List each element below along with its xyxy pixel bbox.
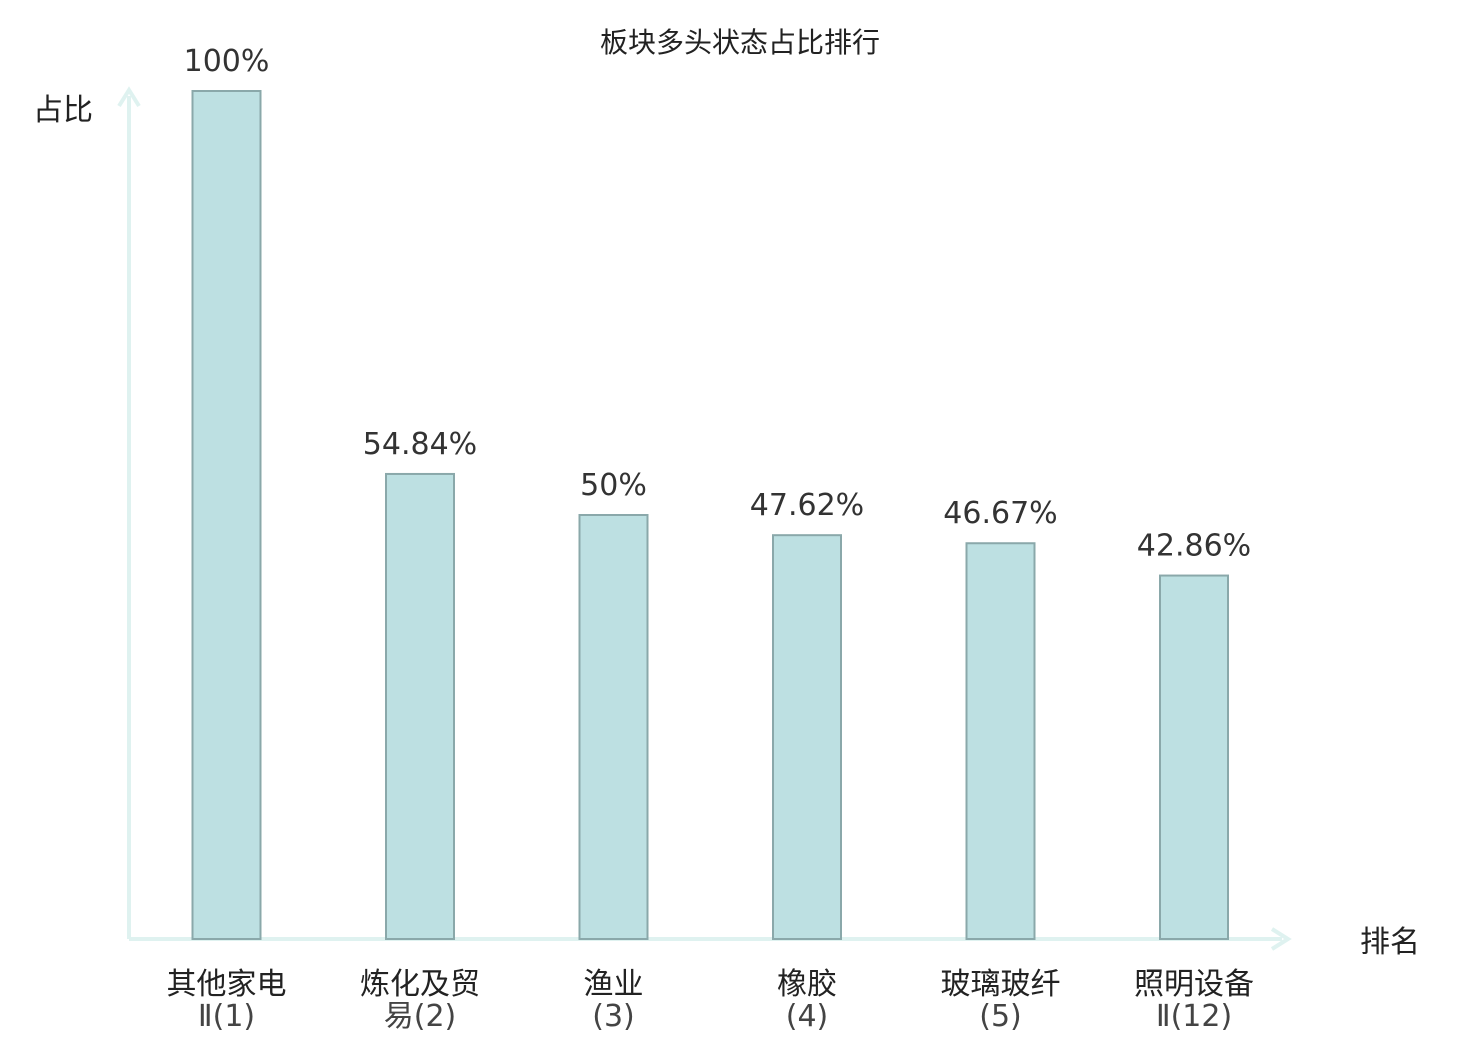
category-rank-4: (4)	[786, 999, 829, 1034]
bars-group	[191, 90, 1229, 940]
x-axis-title: 排名	[1360, 925, 1420, 960]
category-rank-2: 易(2)	[384, 999, 457, 1034]
category-label-2: 炼化及贸	[360, 967, 480, 1002]
value-labels-group: 100% 54.84% 50% 47.62% 46.67% 42.86%	[184, 44, 1252, 564]
bar-1	[191, 90, 262, 940]
value-label-5: 46.67%	[943, 496, 1057, 531]
category-rank-1: Ⅱ(1)	[198, 999, 255, 1034]
category-rank-6: Ⅱ(12)	[1156, 999, 1232, 1034]
value-label-6: 42.86%	[1137, 529, 1251, 564]
category-rank-3: (3)	[592, 999, 635, 1034]
category-label-5: 玻璃玻纤	[941, 967, 1061, 1002]
category-label-1: 其他家电	[167, 967, 287, 1002]
bar-2	[385, 472, 455, 940]
value-label-3: 50%	[580, 468, 647, 503]
bar-3	[578, 514, 649, 940]
value-label-1: 100%	[184, 44, 270, 79]
category-label-4: 橡胶	[777, 967, 837, 1002]
y-axis-title: 占比	[33, 93, 93, 128]
value-label-4: 47.62%	[750, 488, 864, 523]
bar-5	[965, 542, 1036, 940]
y-axis-arrow	[117, 86, 141, 108]
category-label-6: 照明设备	[1134, 967, 1254, 1002]
category-label-3: 渔业	[584, 967, 644, 1002]
bar-4	[772, 534, 842, 940]
bar-6	[1159, 574, 1229, 940]
x-axis-arrow	[1270, 927, 1292, 951]
value-label-2: 54.84%	[363, 427, 477, 462]
chart-title: 板块多头状态占比排行	[600, 26, 880, 59]
category-rank-5: (5)	[979, 999, 1022, 1034]
